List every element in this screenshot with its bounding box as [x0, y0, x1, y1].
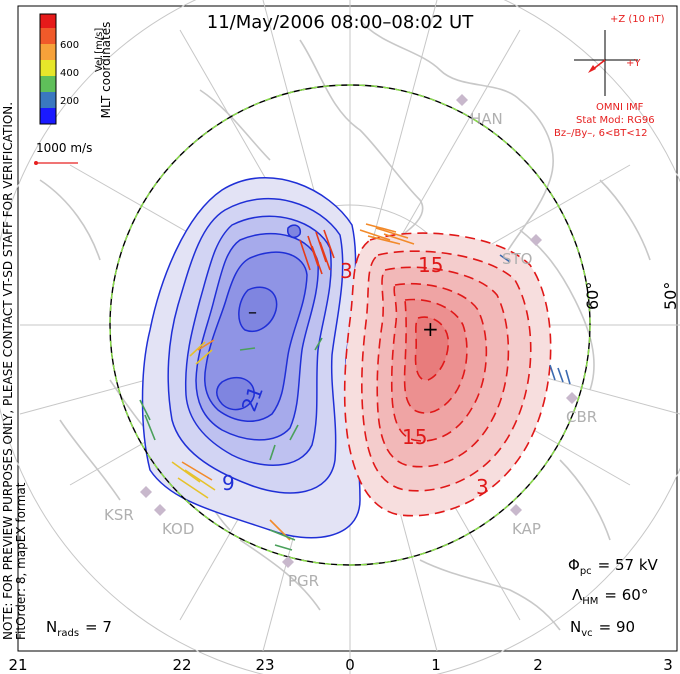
colorbar-tick-200: 200	[60, 96, 79, 107]
preview-disclaimer: NOTE: FOR PREVIEW PURPOSES ONLY, PLEASE …	[1, 102, 15, 640]
contour-label-3-top: 3	[340, 259, 353, 283]
negative-potential-cell	[141, 176, 361, 539]
contour-label-3-bottom: 3	[476, 475, 489, 499]
imf-model-line-3: Bz–/By–, 6<BT<12	[554, 128, 647, 139]
mlt-label-22: 22	[172, 656, 191, 674]
contour-label-15-top: 15	[418, 253, 443, 277]
imf-clock: +Z (10 nT) +Y OMNI IMF Stat Mod: RG96 Bz…	[554, 14, 665, 139]
station-markers	[140, 94, 578, 568]
colorbar-label: Vel [m/s]	[94, 28, 105, 72]
mlt-axis: 21 22 23 0 1 2 3	[8, 656, 672, 674]
mlt-label-0: 0	[345, 656, 355, 674]
colorbar-tick-600: 600	[60, 40, 79, 51]
contour-label-9: 9	[222, 471, 235, 495]
station-marker-kod	[154, 504, 166, 516]
min-potential-marker: –	[248, 302, 257, 323]
fit-order-label: FitOrder: 8, mapEX format	[14, 482, 28, 640]
imf-z-label: +Z (10 nT)	[610, 14, 665, 25]
mlt-label-2: 2	[533, 656, 543, 674]
cross-polar-potential: Φpc = 57 kV	[568, 556, 659, 577]
station-label-ksr: KSR	[104, 506, 134, 524]
coastlines	[39, 19, 651, 631]
station-marker-kap	[510, 504, 522, 516]
map-title: 11/May/2006 08:00–08:02 UT	[207, 12, 474, 33]
station-label-sto: STO	[502, 250, 533, 268]
imf-y-label: +Y	[626, 58, 641, 69]
station-marker-sto	[530, 234, 542, 246]
imf-model-line-2: Stat Mod: RG96	[576, 115, 655, 126]
station-marker-pgr	[282, 556, 294, 568]
station-label-cbr: CBR	[566, 408, 597, 426]
radar-count: Nrads = 7	[46, 618, 112, 639]
station-labels: HAN STO CBR KAP PGR KOD KSR	[104, 110, 597, 590]
mlt-label-21: 21	[8, 656, 27, 674]
station-label-kod: KOD	[162, 520, 194, 538]
station-label-kap: KAP	[512, 520, 541, 538]
coordinate-label: MLT coordinates	[99, 22, 113, 119]
heppner-maynard-boundary-dash	[109, 84, 591, 566]
contour-labels: – 21 9 + 15 15 3 3	[222, 253, 489, 499]
mlt-label-3: 3	[663, 656, 673, 674]
scale-vector-label: 1000 m/s	[36, 141, 92, 155]
max-potential-marker: +	[422, 317, 439, 341]
statistics-panel: Φpc = 57 kV ΛHM = 60° Nvc = 90 Nrads = 7	[46, 556, 659, 639]
station-label-han: HAN	[470, 110, 503, 128]
scale-vector: 1000 m/s	[34, 141, 92, 165]
colorbar-tick-400: 400	[60, 68, 79, 79]
imf-model-line-1: OMNI IMF	[596, 102, 644, 113]
latitude-label-50: 50°	[661, 282, 680, 310]
velocity-vectors	[139, 223, 571, 551]
vector-count: Nvc = 90	[570, 618, 635, 639]
mlt-label-1: 1	[431, 656, 441, 674]
positive-potential-cell	[343, 232, 552, 517]
station-marker-han	[456, 94, 468, 106]
latitude-label-60: 60°	[583, 282, 602, 310]
station-label-pgr: PGR	[288, 572, 319, 590]
mlt-label-23: 23	[255, 656, 274, 674]
contour-label-15-bottom: 15	[402, 425, 427, 449]
hm-boundary-latitude: ΛHM = 60°	[572, 586, 648, 607]
station-marker-ksr	[140, 486, 152, 498]
station-marker-cbr	[566, 392, 578, 404]
velocity-colorbar: 600 400 200 Vel [m/s] MLT coordinates	[39, 13, 113, 125]
